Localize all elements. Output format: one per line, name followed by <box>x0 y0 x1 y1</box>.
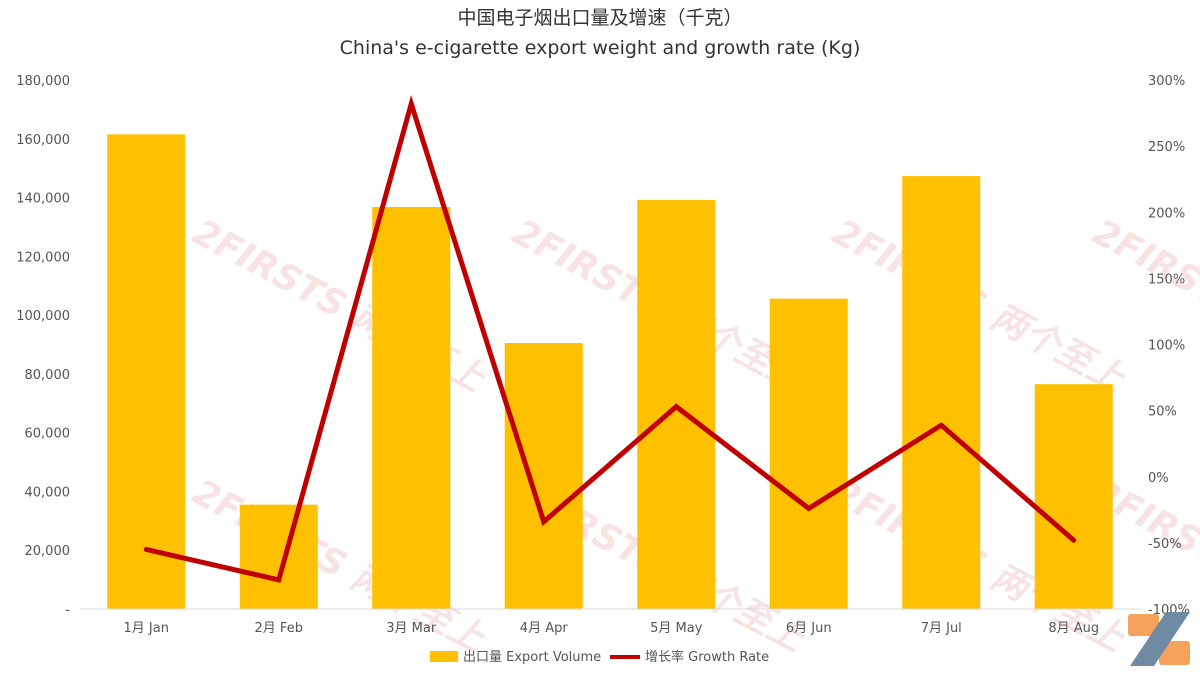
bar-3 <box>372 206 451 609</box>
chart-subtitle: China's e-cigarette export weight and gr… <box>340 37 861 59</box>
left-tick-label: - <box>65 603 70 618</box>
growth-rate-point-7 <box>939 423 944 428</box>
x-tick-label: 7月 Jul <box>921 621 962 636</box>
x-axis: 1月 Jan 2月 Feb 3月 Mar 4月 Apr 5月 May 6月 Jun 7月 J… <box>124 621 1100 636</box>
line-series <box>143 95 1077 583</box>
x-tick-label: 6月 Jun <box>786 621 832 636</box>
right-tick-label: 200% <box>1148 206 1185 221</box>
legend: 出口量 Export Volume 增长率 Growth Rate <box>430 649 769 665</box>
left-tick-label: 160,000 <box>16 133 70 148</box>
left-tick-label: 120,000 <box>16 250 70 265</box>
left-tick-label: 80,000 <box>25 368 71 383</box>
growth-rate-point-3 <box>409 101 414 106</box>
logo-orange-bottom <box>1159 641 1190 665</box>
left-tick-label: 100,000 <box>16 309 70 324</box>
x-tick-label: 2月 Feb <box>255 621 303 636</box>
right-tick-label: -50% <box>1148 537 1182 552</box>
bar-series <box>107 134 1113 609</box>
legend-label-export-volume: 出口量 Export Volume <box>463 650 601 665</box>
right-tick-label: 50% <box>1148 405 1177 420</box>
legend-label-growth-rate: 增长率 Growth Rate <box>645 649 769 665</box>
growth-rate-point-5 <box>674 404 679 409</box>
bar-7 <box>902 176 981 609</box>
x-tick-label: 8月 Aug <box>1048 621 1099 636</box>
bar-1 <box>107 134 186 609</box>
bar-4 <box>504 343 583 609</box>
x-tick-label: 4月 Apr <box>520 621 569 636</box>
logo-orange-top <box>1128 614 1159 636</box>
bar-2 <box>239 504 318 609</box>
right-tick-label: 300% <box>1148 74 1185 89</box>
x-tick-label: 1月 Jan <box>124 621 169 636</box>
growth-rate-point-4 <box>541 519 546 524</box>
left-tick-label: 40,000 <box>25 485 71 500</box>
right-tick-label: 100% <box>1148 339 1185 354</box>
growth-rate-point-8 <box>1071 538 1076 543</box>
right-tick-label: 250% <box>1148 140 1185 155</box>
left-tick-label: 60,000 <box>25 427 71 442</box>
growth-rate-line <box>143 95 1077 583</box>
right-tick-label: 0% <box>1148 471 1169 486</box>
chart-title: 中国电子烟出口量及增速（千克） <box>457 7 742 29</box>
left-tick-label: 180,000 <box>16 74 70 89</box>
growth-rate-point-6 <box>806 506 811 511</box>
logo-blue-slash <box>1130 612 1190 666</box>
left-tick-label: 20,000 <box>25 544 71 559</box>
right-tick-label: 150% <box>1148 272 1185 287</box>
bar-8 <box>1034 384 1113 609</box>
x-tick-label: 3月 Mar <box>386 621 437 636</box>
brand-logo <box>1128 612 1190 666</box>
growth-rate-point-1 <box>144 547 149 552</box>
left-tick-label: 140,000 <box>16 192 70 207</box>
x-tick-label: 5月 May <box>650 621 703 636</box>
left-axis: - 20,000 40,000 60,000 80,000 100,000 120,000 1… <box>16 74 70 618</box>
right-axis: -100%-50%0%50%100%150%200%250%300% <box>1148 74 1190 618</box>
legend-swatch-export-volume <box>430 651 458 662</box>
growth-rate-point-2 <box>276 577 281 582</box>
bar-6 <box>769 298 848 609</box>
